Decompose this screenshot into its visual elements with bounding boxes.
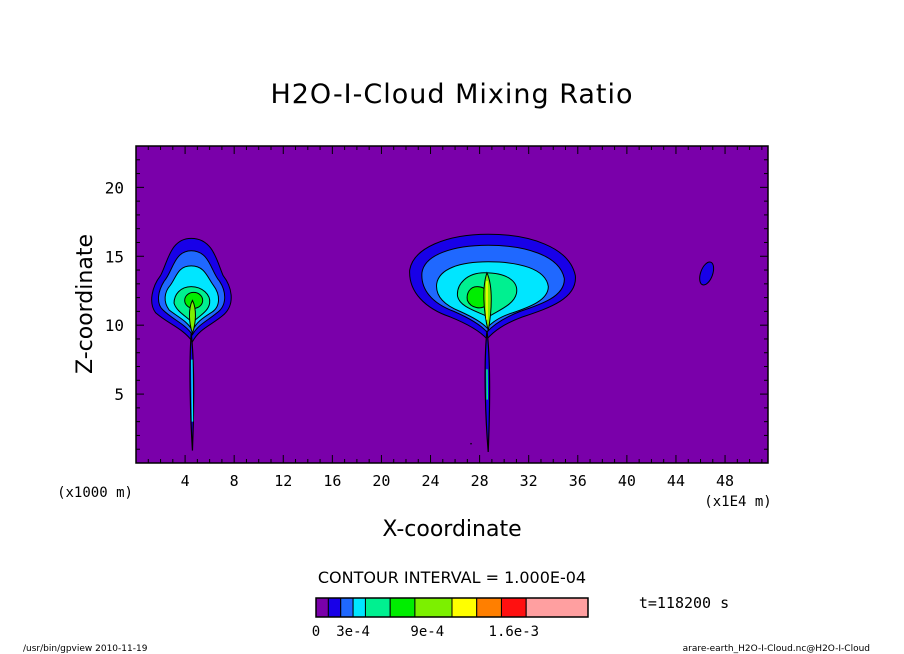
- colorbar: [315, 597, 589, 618]
- x-tick-label: 36: [569, 472, 587, 490]
- contour-interval-label: CONTOUR INTERVAL = 1.000E-04: [318, 568, 586, 587]
- center-cloud-dot: [470, 442, 472, 445]
- left-cloud: [151, 237, 232, 451]
- time-label: t=118200 s: [639, 594, 729, 612]
- y-axis-label: Z-coordinate: [73, 234, 98, 374]
- x-tick-label: 4: [181, 472, 190, 490]
- y-tick-label: 20: [105, 178, 124, 197]
- chart-title: H2O-I-Cloud Mixing Ratio: [270, 79, 633, 110]
- x-tick-label: 16: [323, 472, 341, 490]
- x-tick-label: 44: [667, 472, 685, 490]
- x-tick-label: 12: [274, 472, 292, 490]
- x-tick-label: 40: [618, 472, 636, 490]
- colorbar-swatch: [352, 597, 366, 618]
- colorbar-tick-label: 3e-4: [336, 624, 370, 640]
- x-tick-label: 48: [716, 472, 734, 490]
- x-tick-label: 8: [230, 472, 239, 490]
- left-cloud-stem-core: [191, 359, 194, 422]
- y-tick-label: 15: [105, 247, 124, 266]
- colorbar-swatch: [525, 597, 589, 618]
- colorbar-tick-label: 9e-4: [410, 624, 444, 640]
- colorbar-swatch: [476, 597, 502, 618]
- colorbar-tick-label: 0: [312, 624, 320, 640]
- colorbar-swatch: [451, 597, 478, 618]
- footer-right: arare-earth_H2O-I-Cloud.nc@H2O-I-Cloud: [683, 644, 870, 654]
- y-tick-label: 5: [114, 385, 124, 404]
- y-tick-label: 10: [105, 316, 124, 335]
- colorbar-swatch: [500, 597, 527, 618]
- colorbar-swatch: [340, 597, 354, 618]
- y-tick-labels: 5 10 15 20: [105, 178, 124, 404]
- colorbar-frame: [315, 597, 589, 618]
- colorbar-swatch: [364, 597, 391, 618]
- colorbar-swatch: [315, 597, 329, 618]
- colorbar-swatch: [327, 597, 342, 618]
- center-cloud: [409, 233, 576, 453]
- colorbar-swatch: [389, 597, 416, 618]
- x-unit-left: (x1000 m): [57, 485, 133, 501]
- small-patch: [699, 261, 715, 286]
- plot-frame: [135, 145, 769, 464]
- x-tick-label: 24: [421, 472, 439, 490]
- footer-left: /usr/bin/gpview 2010-11-19: [23, 644, 148, 654]
- x-unit-right: (x1E4 m): [704, 494, 771, 510]
- colorbar-swatch: [414, 597, 453, 618]
- left-cloud-core: [188, 299, 196, 336]
- colorbar-tick-label: 1.6e-3: [489, 624, 540, 640]
- plot-area: [135, 145, 769, 464]
- x-tick-labels: 4 8 12 16 20 24 28 32 36 40 44 48: [181, 472, 735, 490]
- x-tick-label: 32: [520, 472, 538, 490]
- x-tick-label: 20: [372, 472, 390, 490]
- colorbar-labels: 0 3e-4 9e-4 1.6e-3: [312, 624, 539, 640]
- x-axis-label: X-coordinate: [382, 517, 521, 542]
- x-tick-label: 28: [471, 472, 489, 490]
